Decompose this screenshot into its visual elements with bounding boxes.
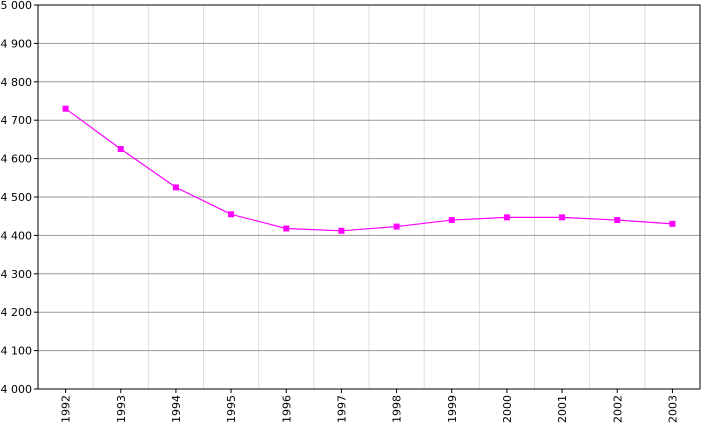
plot-frame (37, 4, 701, 390)
x-tick-label: 2000 (501, 395, 514, 423)
x-tick-label: 2003 (666, 395, 679, 423)
marker (614, 217, 621, 224)
marker (228, 211, 235, 218)
marker (62, 105, 69, 112)
line (65, 108, 673, 232)
marker (669, 220, 676, 227)
x-tick-label: 1998 (391, 395, 404, 423)
x-tick-label: 1992 (60, 395, 73, 423)
x-tick-label: 1993 (115, 395, 128, 423)
x-tick-label: 2001 (556, 395, 569, 423)
x-tick-label: 1994 (170, 395, 183, 423)
y-tick-label: 4 500 (1, 191, 33, 204)
x-tick-label: 1996 (280, 395, 293, 423)
marker (559, 214, 566, 221)
marker (172, 184, 179, 191)
marker (448, 217, 455, 224)
marker (393, 223, 400, 230)
y-tick-label: 4 800 (1, 76, 33, 89)
marker (338, 227, 345, 234)
y-tick-label: 4 000 (1, 383, 33, 396)
y-tick-label: 4 600 (1, 153, 33, 166)
marker (117, 146, 124, 152)
x-tick-label: 2002 (611, 395, 624, 423)
marker (283, 225, 290, 232)
y-tick-label: 4 200 (1, 306, 33, 319)
y-tick-label: 5 000 (1, 0, 33, 12)
y-tick-label: 4 400 (1, 229, 33, 242)
marker (503, 214, 510, 221)
x-tick-label: 1999 (446, 395, 459, 423)
x-tick-label: 1995 (225, 395, 238, 423)
y-tick-label: 4 300 (1, 268, 33, 281)
x-tick-label: 1997 (335, 395, 348, 423)
y-tick-label: 4 700 (1, 114, 33, 127)
y-tick-label: 4 900 (1, 37, 33, 50)
y-tick-label: 4 100 (1, 345, 33, 358)
